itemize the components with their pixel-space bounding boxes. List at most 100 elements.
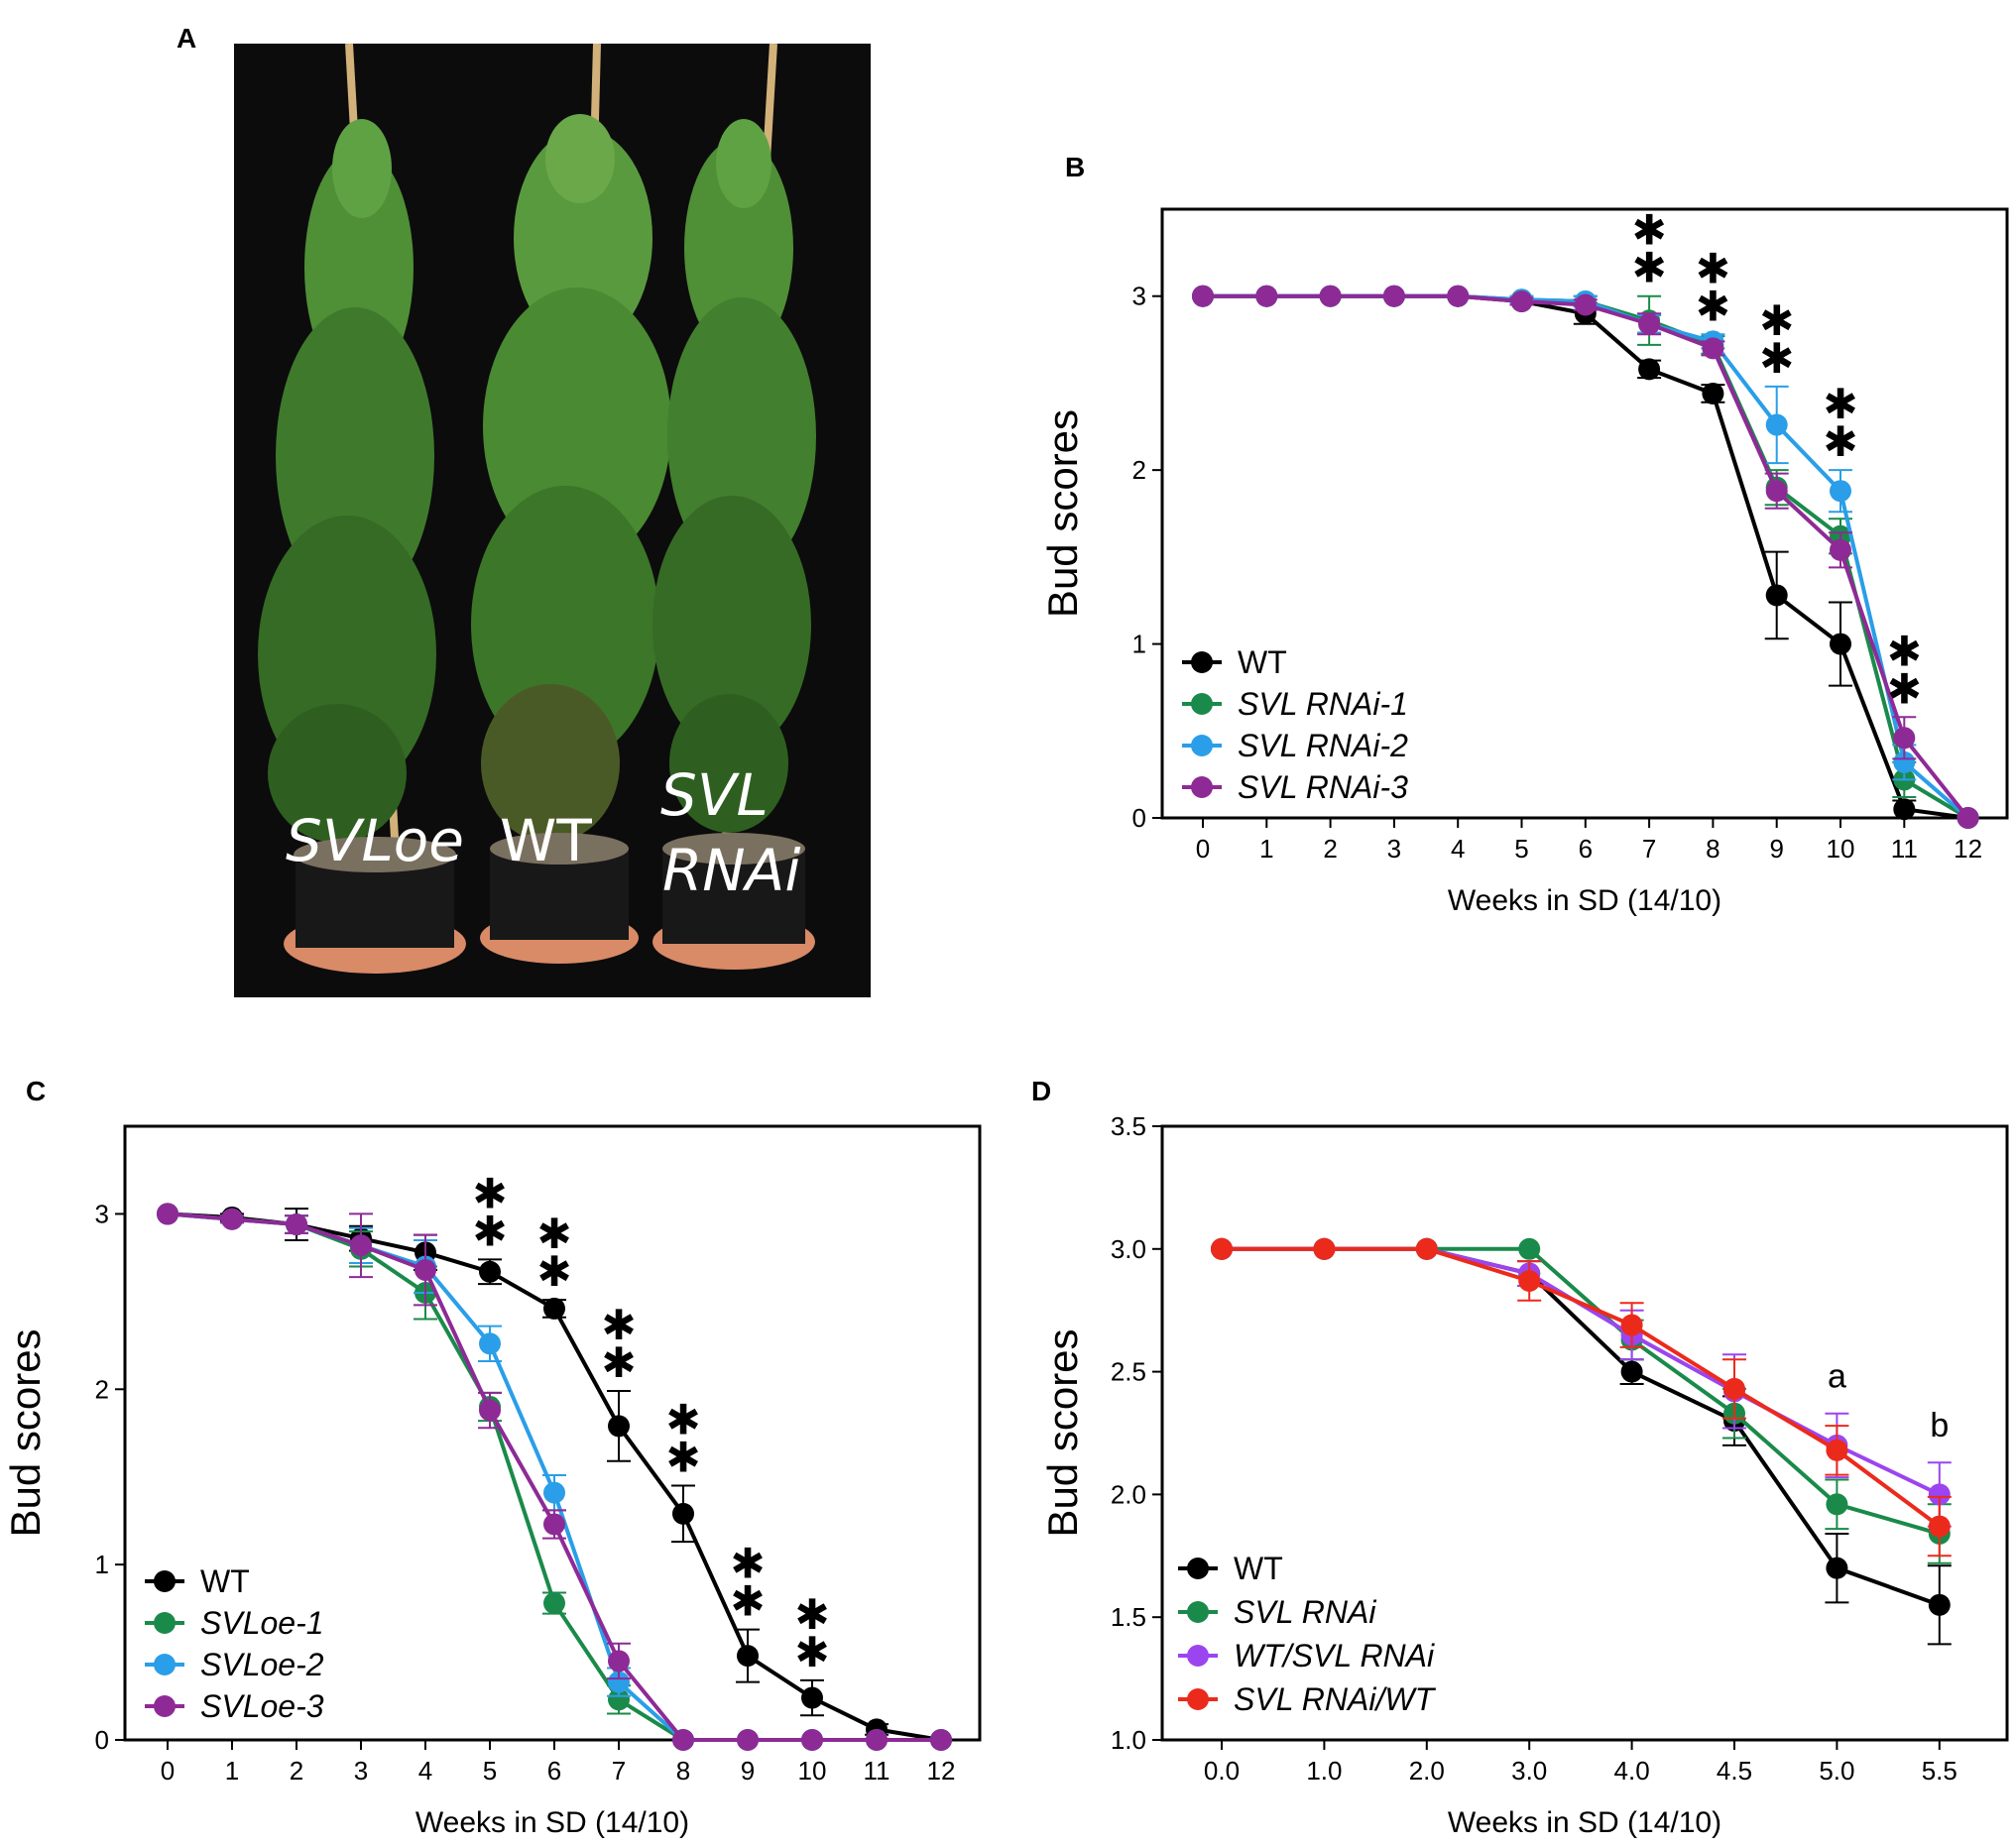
plant-label-svloe: SVLoe: [286, 807, 464, 874]
y-tick-label: 1: [1132, 630, 1146, 659]
legend-label: SVL RNAi: [1234, 1594, 1376, 1630]
x-tick-label: 5: [1514, 834, 1528, 864]
data-point: [479, 1260, 501, 1283]
x-tick-label: 1: [1259, 834, 1273, 864]
y-tick-label: 3: [1132, 282, 1146, 311]
data-point: [479, 1399, 501, 1422]
x-tick-label: 3.0: [1511, 1756, 1547, 1786]
legend: WT SVLoe-1 SVLoe-2 SVLoe-3: [145, 1563, 324, 1724]
legend: WT SVL RNAi-1 SVL RNAi-2 SVL RNAi-3: [1182, 644, 1408, 805]
panel-letter-a: A: [177, 23, 196, 54]
data-point: [1518, 1269, 1541, 1292]
x-tick-label: 3: [354, 1756, 368, 1786]
data-point: [930, 1729, 952, 1751]
legend-label: WT: [1234, 1551, 1283, 1586]
x-tick-label: 5.0: [1819, 1756, 1854, 1786]
data-point: [286, 1213, 307, 1236]
plant-svloe: [258, 119, 436, 843]
data-point: [1620, 1360, 1643, 1383]
data-point: [1765, 584, 1788, 607]
data-point: [1928, 1515, 1951, 1538]
legend-label: SVL RNAi-2: [1238, 728, 1408, 763]
y-tick-label: 3: [95, 1199, 109, 1228]
series-3: [1211, 1237, 1952, 1558]
x-tick-label: 2.0: [1409, 1756, 1445, 1786]
data-point: [1255, 285, 1278, 307]
significance-marker: ✱: [1759, 296, 1794, 345]
data-point: [1765, 413, 1788, 436]
data-point: [801, 1729, 823, 1751]
legend-label: SVLoe-1: [200, 1605, 324, 1641]
legend-label: WT: [1238, 644, 1287, 680]
legend-marker: [1187, 1645, 1209, 1667]
data-point: [1447, 285, 1470, 307]
legend-marker: [1187, 1601, 1209, 1623]
data-point: [543, 1592, 565, 1615]
y-tick-label: 1.0: [1111, 1725, 1146, 1755]
x-tick-label: 10: [1827, 834, 1855, 864]
x-tick-label: 5.5: [1922, 1756, 1957, 1786]
plot-frame: [1160, 1124, 2009, 1742]
data-point: [1957, 807, 1979, 829]
significance-marker: ✱: [472, 1169, 507, 1217]
significance-marker: ✱: [1887, 664, 1922, 713]
pots: [284, 833, 815, 974]
data-point: [737, 1729, 759, 1751]
data-point: [608, 1650, 630, 1673]
panel-letter-d: D: [1031, 1076, 1051, 1106]
x-tick-label: 2: [1323, 834, 1337, 864]
x-axis-title: Weeks in SD (14/10): [415, 1806, 689, 1839]
significance-marker: ✱: [1631, 244, 1666, 292]
series-line: [1222, 1246, 1941, 1529]
x-tick-label: 4: [418, 1756, 432, 1786]
x-tick-label: 7: [612, 1756, 626, 1786]
x-tick-label: 4.5: [1717, 1756, 1752, 1786]
series-3: [1192, 285, 1979, 829]
significance-marker: ✱: [730, 1577, 765, 1626]
y-tick-label: 2: [95, 1374, 109, 1404]
significance-marker: ✱: [730, 1540, 765, 1588]
significance-marker: ✱: [665, 1434, 700, 1482]
x-tick-label: 8: [1706, 834, 1720, 864]
significance-marker: ✱: [1759, 334, 1794, 383]
x-tick-label: 1.0: [1306, 1756, 1342, 1786]
significance-marker: ✱: [536, 1210, 571, 1258]
data-point: [866, 1729, 888, 1751]
x-tick-label: 8: [676, 1756, 690, 1786]
legend-marker: [154, 1654, 176, 1675]
legend-marker: [1187, 1558, 1209, 1579]
significance-marker: ✱: [1823, 417, 1857, 466]
y-tick-label: 0: [95, 1725, 109, 1755]
x-tick-label: 11: [1891, 834, 1918, 864]
data-point: [1893, 798, 1916, 821]
data-point: [543, 1513, 565, 1536]
data-point: [1620, 1314, 1643, 1336]
x-tick-label: 0: [161, 1756, 175, 1786]
data-point: [801, 1686, 823, 1709]
data-point: [1638, 358, 1661, 381]
plant-wt: [471, 114, 671, 843]
plant-label-wt: WT: [500, 807, 592, 874]
legend-marker: [1187, 1688, 1209, 1710]
y-axis-title: Bud scores: [1039, 409, 1086, 618]
data-point: [543, 1481, 565, 1504]
legend-marker: [1191, 735, 1213, 756]
legend-marker: [1191, 651, 1213, 673]
y-axis-title: Bud scores: [1039, 1328, 1086, 1537]
data-point: [1830, 538, 1851, 561]
x-tick-label: 4.0: [1614, 1756, 1650, 1786]
data-point: [1638, 312, 1661, 335]
x-tick-label: 4: [1451, 834, 1465, 864]
x-tick-label: 9: [741, 1756, 755, 1786]
data-point: [672, 1729, 694, 1751]
data-point: [1826, 1439, 1848, 1461]
group-letter: a: [1828, 1358, 1846, 1396]
plant-label-rnai: RNAi: [662, 837, 800, 904]
legend-label: SVL RNAi/WT: [1234, 1681, 1437, 1717]
x-tick-label: 12: [1954, 834, 1982, 864]
significance-marker: ✱: [665, 1396, 700, 1444]
plot-frame: [123, 1124, 982, 1742]
